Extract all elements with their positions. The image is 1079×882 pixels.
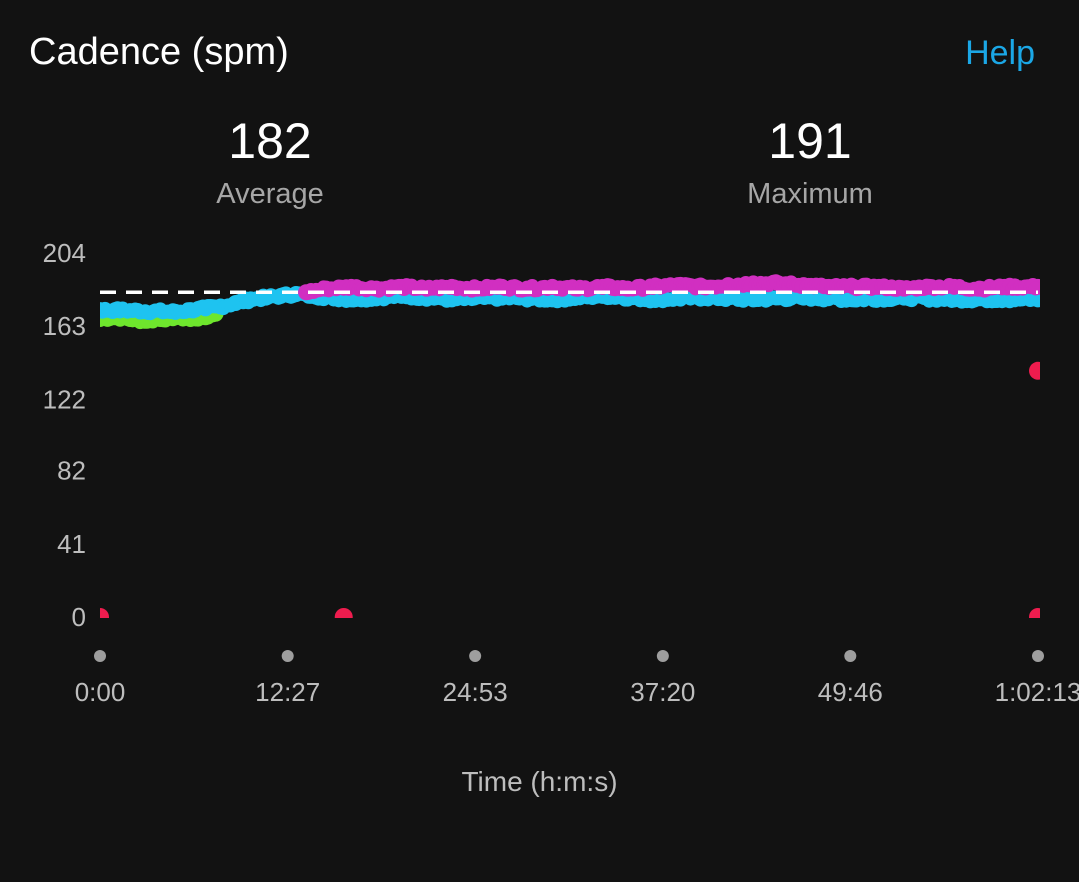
data-point-red [1029,608,1040,618]
maximum-stat: 191 Maximum [660,112,960,212]
y-tick-label: 122 [43,384,86,414]
x-tick-label: 12:27 [255,677,320,707]
help-link[interactable]: Help [965,34,1035,72]
maximum-label: Maximum [747,178,873,210]
y-tick-label: 204 [43,238,86,268]
x-tick-marker [656,650,669,662]
x-tick-label: 37:20 [630,677,695,707]
x-tick-label: 49:46 [818,677,883,707]
average-value: 182 [228,113,312,169]
data-point-red [334,608,353,618]
x-tick-label: 1:02:13 [995,677,1079,707]
maximum-value: 191 [768,113,852,169]
y-tick-label: 163 [43,311,86,341]
x-tick-marker [1032,650,1044,662]
x-tick-label: 0:00 [75,677,126,707]
x-tick-marker [844,650,857,662]
x-tick-marker [281,650,294,662]
data-point-blue [1028,292,1040,307]
x-axis-title: Time (h:m:s) [461,766,618,797]
average-stat: 182 Average [120,112,420,212]
data-point-purple [1028,281,1040,296]
series-blue [100,286,1040,321]
y-axis-labels: 0 41 82 122 163 204 [43,238,86,632]
series-red [100,361,1040,618]
chart-title: Cadence (spm) [29,31,289,73]
x-tick-label: 24:53 [443,677,508,707]
data-point-red [100,608,109,618]
x-tick-marker [94,650,106,662]
y-tick-label: 0 [72,602,86,632]
y-tick-label: 41 [57,529,86,559]
average-label: Average [216,178,324,210]
x-axis: 0:00 12:27 24:53 37:20 49:46 1:02:13 [75,650,1079,707]
y-tick-label: 82 [57,456,86,486]
plot-area [100,274,1040,618]
x-tick-marker [469,650,482,662]
data-point-red [1029,361,1040,380]
